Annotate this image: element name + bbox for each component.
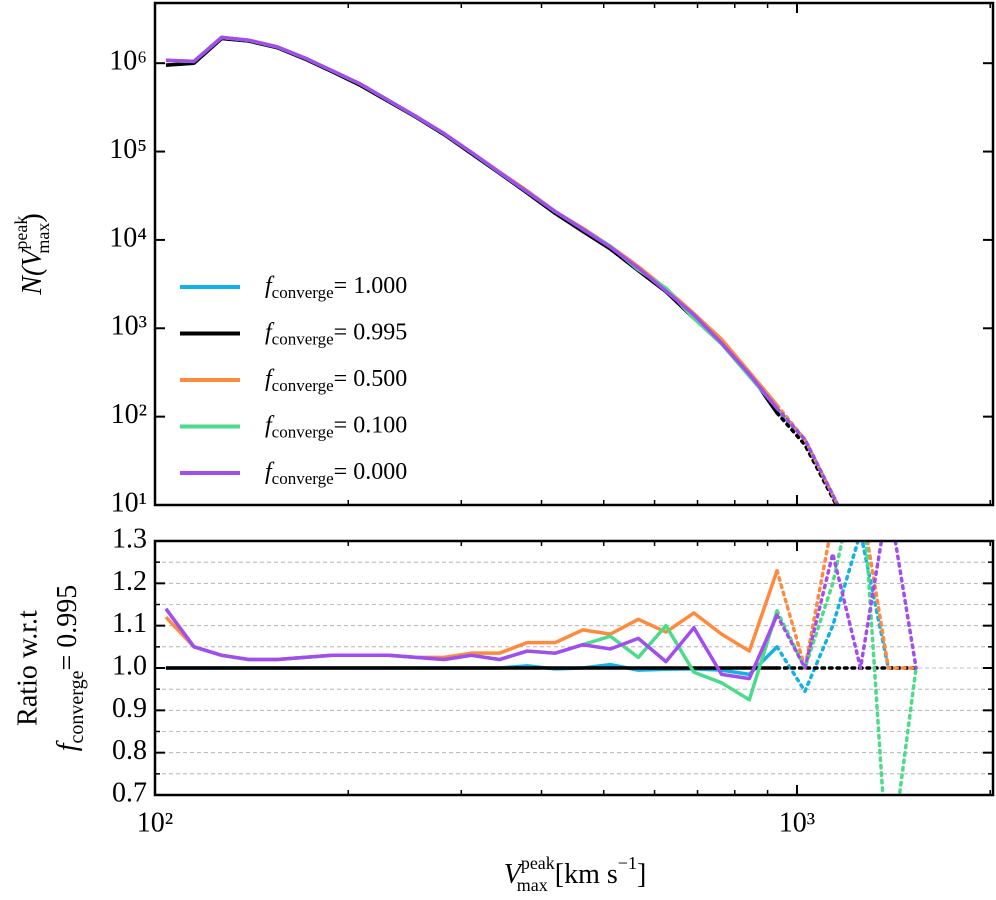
y-axis-label: N(Vpeak max) [11,213,53,295]
text-part: f [52,740,83,751]
y-tick-label: 1.0 [112,650,147,681]
text-part: = 1.000 [334,273,408,299]
text-part: [km s [548,859,618,890]
series-tail [775,411,839,505]
series-tail [775,541,918,670]
x-axis-label: Vpeak max [km s−1] [504,853,647,895]
series-tail [775,409,840,505]
y-tick-label: 10³ [111,311,147,342]
y-tick-label: 10² [111,399,147,430]
series-line [165,35,779,407]
series-tail [775,406,840,505]
y-axis-label: Ratio w.r.t [12,610,43,726]
series-line [165,35,779,410]
plot-area [165,35,840,505]
plot-area [164,541,918,795]
series-line [165,35,779,410]
y-tick-label: 1.1 [112,608,147,639]
legend-label: fconverge= 0.995 [265,319,407,348]
text-part: f [265,319,275,345]
series-line [164,607,779,681]
y-tick-label: 0.7 [112,777,147,808]
text-part: converge [272,376,334,395]
y-tick-label: 10⁵ [109,134,147,165]
y-axis-label: fconverge= 0.995 [52,585,87,752]
series-tail [775,541,918,795]
text-part: converge [272,329,334,348]
y-tick-label: 1.3 [112,523,147,554]
legend-label: fconverge= 0.000 [265,459,407,488]
text-part: = 0.000 [334,459,408,485]
text-part: converge [66,670,88,743]
y-tick-label: 0.8 [112,735,147,766]
text-part: converge [272,469,334,488]
text-part: V [504,859,524,890]
text-part: = 0.995 [52,585,83,671]
text-part: converge [272,283,334,302]
y-tick-label: 1.2 [112,566,147,597]
series-line [165,36,779,412]
series-tail [775,541,918,673]
series-tail [775,403,840,505]
x-tick-label: 10² [137,807,173,838]
legend-label: fconverge= 1.000 [265,273,407,302]
y-tick-label: 10¹ [111,487,147,518]
text-part: peak [11,216,31,250]
text-part: −1 [618,853,637,873]
legend-label: fconverge= 0.100 [265,412,407,441]
text-part: N(V [17,247,48,296]
text-part: = 0.995 [334,319,408,345]
axes-frame [153,1,995,507]
text-part: ] [637,859,646,890]
text-part: f [265,273,275,299]
y-tick-label: 10⁴ [109,222,147,253]
text-part: f [265,412,275,438]
legend-label: fconverge= 0.500 [265,366,407,395]
text-part: f [265,366,275,392]
text-part: max [33,223,53,254]
text-part: peak [521,853,555,873]
text-part: max [517,875,548,895]
x-tick-label: 10³ [779,807,815,838]
series-line [165,36,779,414]
text-part: f [265,459,275,485]
y-tick-label: 10⁶ [109,46,147,77]
series-tail [775,406,840,505]
text-part: ) [17,213,48,222]
y-tick-label: 0.9 [112,693,147,724]
series-line [164,570,779,662]
text-part: = 0.500 [334,366,408,392]
text-part: = 0.100 [334,412,408,438]
text-part: converge [272,422,334,441]
axes-frame [153,539,995,797]
